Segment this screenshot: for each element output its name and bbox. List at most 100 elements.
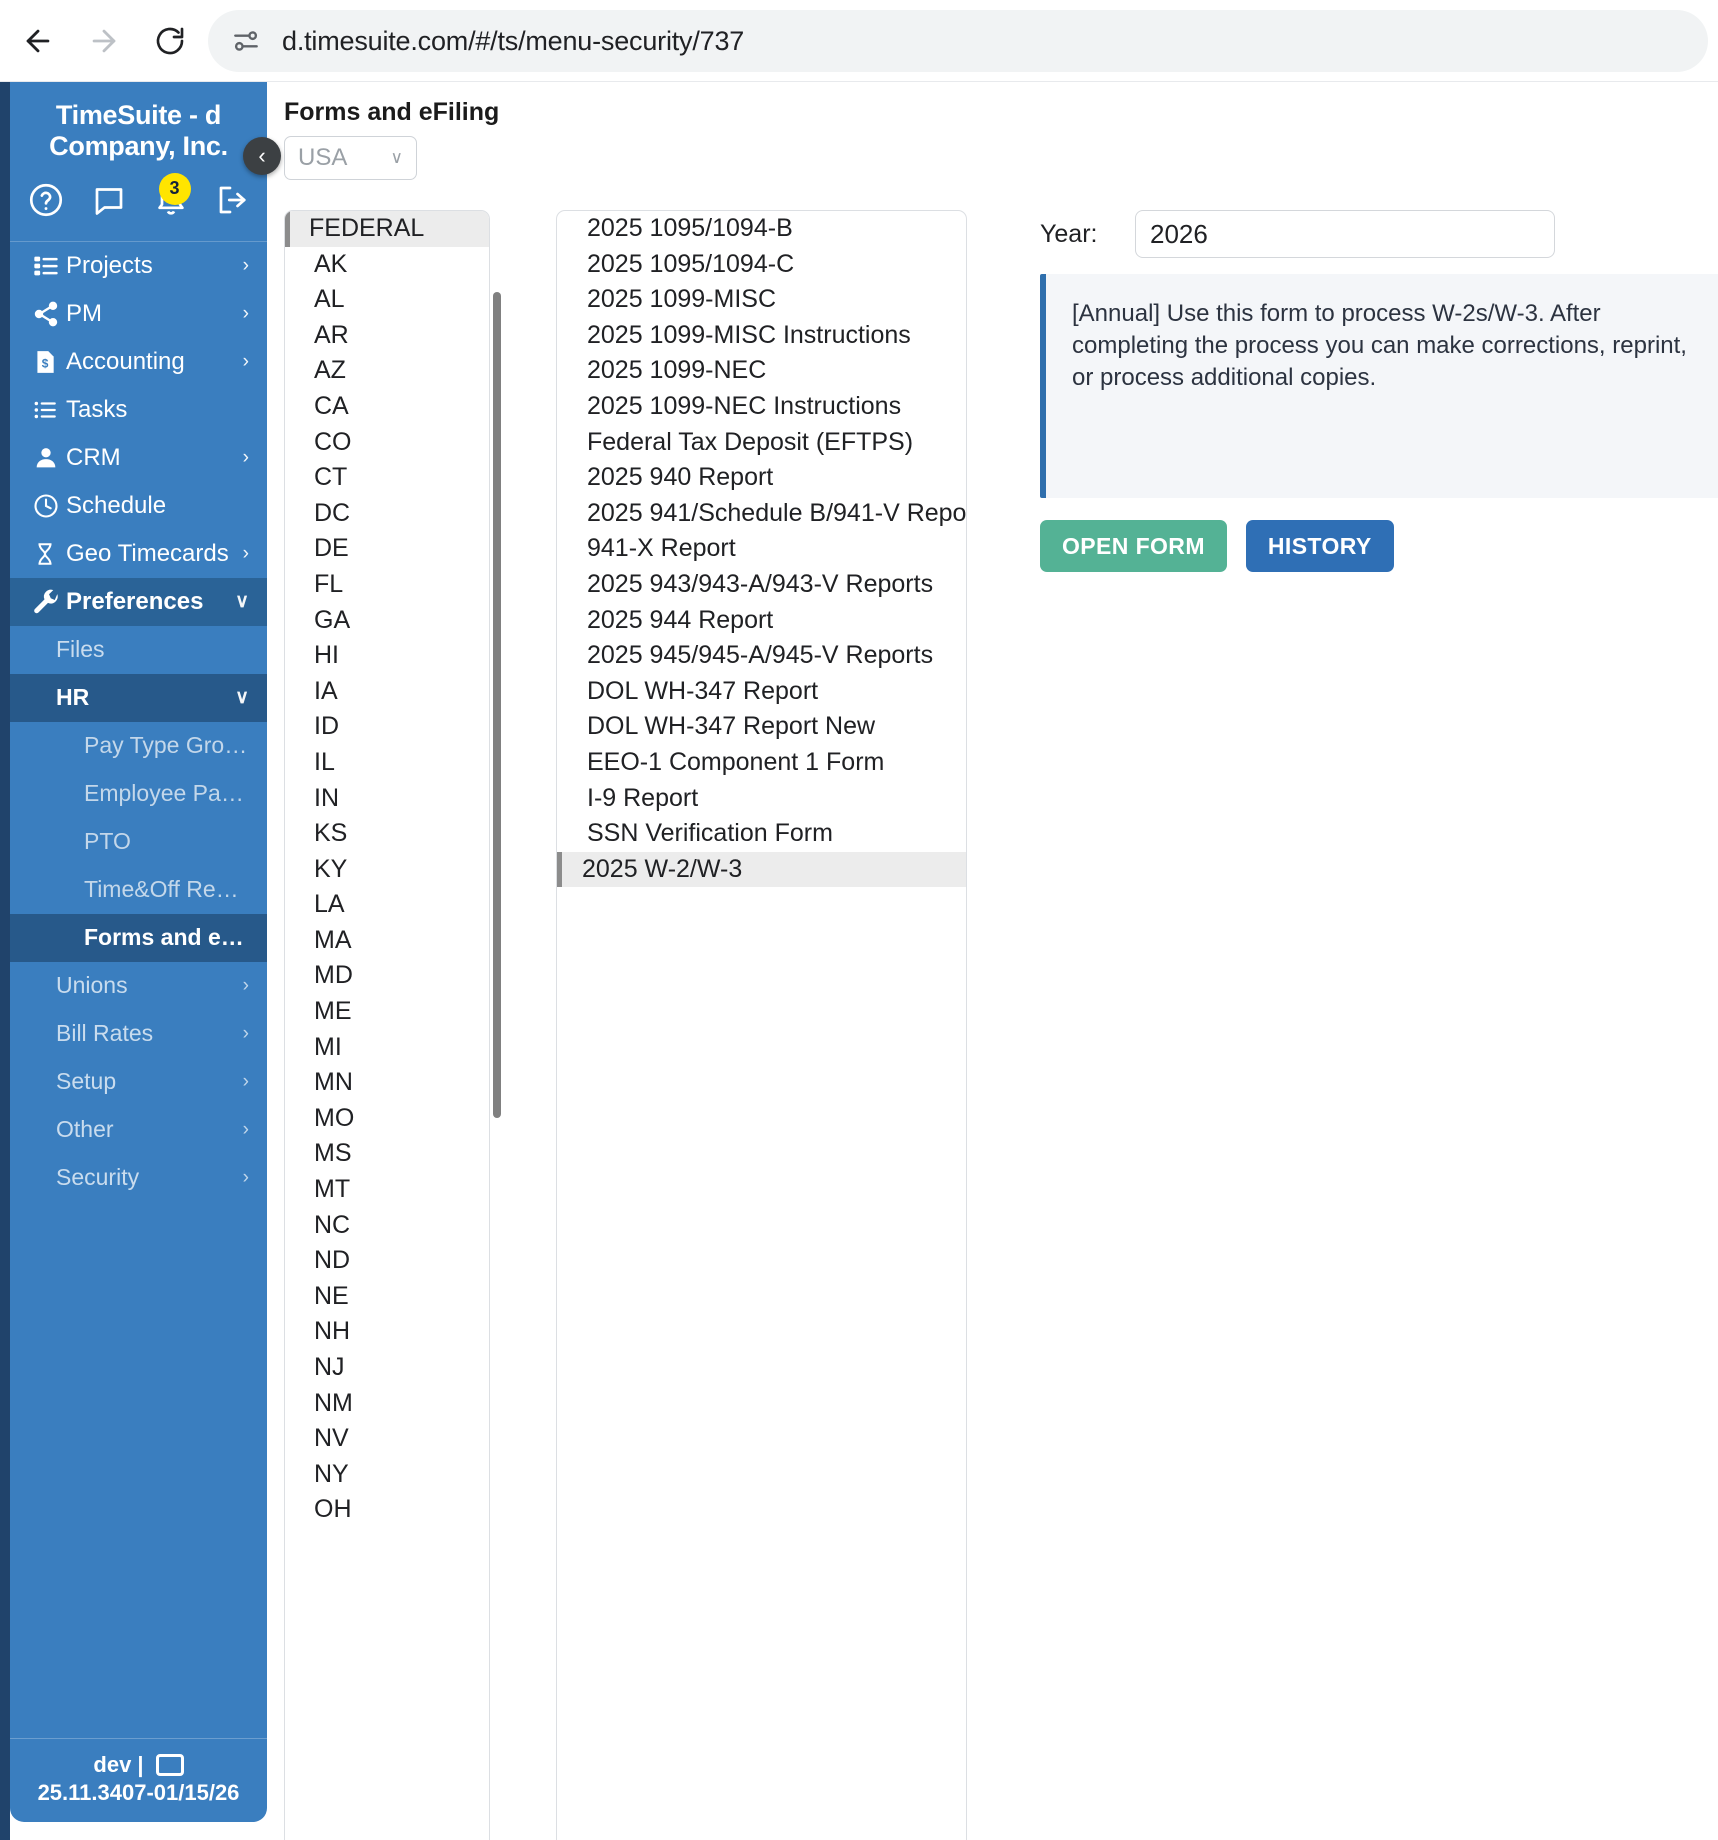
state-list-item[interactable]: DC (314, 498, 351, 527)
form-list-item[interactable]: 2025 1099-MISC Instructions (587, 320, 911, 349)
sidebar-item-preferences[interactable]: Preferences ∨ (10, 577, 267, 626)
state-list-item[interactable]: MA (314, 925, 352, 954)
address-bar[interactable]: d.timesuite.com/#/ts/menu-security/737 (208, 10, 1708, 72)
state-list-item[interactable]: NV (314, 1424, 349, 1453)
year-input[interactable] (1135, 210, 1555, 258)
sidebar-item-pm[interactable]: PM › (10, 290, 267, 338)
state-list-item[interactable]: GA (314, 605, 351, 634)
form-list-item[interactable]: 2025 W-2/W-3 (557, 851, 966, 888)
person-icon (32, 444, 66, 472)
chat-icon[interactable] (91, 182, 127, 218)
sidebar-item-setup[interactable]: Setup › (10, 1058, 267, 1106)
sidebar-item-accounting[interactable]: $ Accounting › (10, 338, 267, 386)
version-label: 25.11.3407-01/15/26 (37, 1780, 240, 1806)
form-list-item[interactable]: DOL WH-347 Report (587, 676, 819, 705)
country-select[interactable]: USA ∨ (284, 136, 417, 180)
state-list-item[interactable]: DE (314, 534, 349, 563)
logout-icon[interactable] (215, 182, 251, 218)
state-list-item[interactable]: FEDERAL (285, 211, 489, 247)
state-list-item[interactable]: OH (314, 1495, 352, 1524)
state-list-item[interactable]: NE (314, 1281, 349, 1310)
state-list-item[interactable]: AZ (314, 356, 346, 385)
form-list-item[interactable]: 2025 1099-NEC Instructions (587, 391, 902, 420)
state-list-item[interactable]: NH (314, 1317, 351, 1346)
browser-back-button[interactable] (10, 13, 66, 69)
state-list-item[interactable]: CT (314, 463, 348, 492)
page-title: Forms and eFiling (284, 98, 500, 126)
sidebar-item-bill-rates[interactable]: Bill Rates › (10, 1010, 267, 1058)
sidebar-item-employee-payr[interactable]: Employee Payr… (10, 770, 267, 818)
form-list-item[interactable]: 2025 1095/1094-B (587, 214, 793, 242)
state-list-item[interactable]: ND (314, 1246, 351, 1275)
sidebar-item-time-off-req[interactable]: Time&Off Req… (10, 866, 267, 914)
form-list-item[interactable]: 2025 941/Schedule B/941-V Report (587, 498, 967, 527)
history-button[interactable]: HISTORY (1245, 520, 1394, 572)
state-list-item[interactable]: MD (314, 961, 353, 990)
sidebar-item-unions[interactable]: Unions › (10, 962, 267, 1010)
state-list-item[interactable]: NY (314, 1459, 349, 1488)
browser-chrome: d.timesuite.com/#/ts/menu-security/737 (0, 0, 1718, 82)
form-list-item[interactable]: 941-X Report (587, 534, 736, 563)
state-list-item[interactable]: IN (314, 783, 339, 812)
help-icon[interactable] (27, 181, 65, 219)
sidebar-item-other[interactable]: Other › (10, 1106, 267, 1154)
states-scrollbar[interactable] (493, 210, 501, 1840)
state-list-item[interactable]: MT (314, 1175, 351, 1204)
sidebar-item-pay-type-grou[interactable]: Pay Type Grou… (10, 722, 267, 770)
sidebar-item-tasks[interactable]: Tasks (10, 386, 267, 434)
state-list-item[interactable]: NC (314, 1210, 351, 1239)
state-list-item[interactable]: MI (314, 1032, 342, 1061)
sidebar-item-forms-and-efil[interactable]: Forms and eFil… (10, 913, 267, 962)
sidebar-collapse-toggle[interactable]: ‹ (243, 137, 281, 175)
state-list-item[interactable]: CO (314, 427, 352, 456)
form-list-item[interactable]: 2025 943/943-A/943-V Reports (587, 569, 934, 598)
site-settings-icon[interactable] (230, 25, 262, 57)
form-list-item[interactable]: 2025 1099-MISC (587, 285, 777, 314)
sidebar-item-files[interactable]: Files (10, 626, 267, 674)
state-list-item[interactable]: AL (314, 285, 345, 314)
form-list-item[interactable]: Federal Tax Deposit (EFTPS) (587, 427, 914, 456)
sidebar-item-geo-timecards[interactable]: Geo Timecards › (10, 530, 267, 578)
state-list-item[interactable]: NJ (314, 1353, 345, 1381)
sidebar-item-schedule[interactable]: Schedule (10, 482, 267, 530)
state-list-item[interactable]: ME (314, 997, 352, 1026)
form-list-item[interactable]: EEO-1 Component 1 Form (587, 747, 885, 776)
chevron-down-icon: ∨ (390, 148, 403, 167)
browser-forward-button[interactable] (76, 13, 132, 69)
state-list-item[interactable]: MN (314, 1068, 353, 1097)
browser-reload-button[interactable] (142, 13, 198, 69)
state-list-item[interactable]: AK (314, 249, 348, 278)
window-icon[interactable] (155, 1754, 184, 1777)
state-list-item[interactable]: IL (314, 747, 335, 776)
chevron-right-icon: › (242, 1118, 249, 1140)
state-list-item[interactable]: NM (314, 1388, 353, 1417)
state-list-item[interactable]: LA (314, 890, 345, 919)
form-list-item[interactable]: 2025 940 Report (587, 463, 774, 492)
state-list-item[interactable]: KS (314, 819, 348, 848)
form-list-item[interactable]: DOL WH-347 Report New (587, 712, 876, 741)
form-list-item[interactable]: 2025 1099-NEC (587, 356, 767, 385)
sidebar-item-crm[interactable]: CRM › (10, 434, 267, 482)
sidebar-item-security[interactable]: Security › (10, 1154, 267, 1202)
notifications-icon[interactable]: 3 (153, 172, 191, 218)
states-scrollbar-thumb[interactable] (493, 292, 501, 1118)
form-list-item[interactable]: SSN Verification Form (587, 819, 833, 848)
form-list-item[interactable]: 2025 945/945-A/945-V Reports (587, 641, 934, 670)
state-list-item[interactable]: ID (314, 712, 339, 741)
state-list-item[interactable]: CA (314, 391, 349, 420)
state-list-item[interactable]: IA (314, 676, 338, 705)
state-list-item[interactable]: KY (314, 854, 348, 883)
open-form-button[interactable]: OPEN FORM (1040, 520, 1227, 572)
form-list-item[interactable]: 2025 944 Report (587, 605, 774, 634)
form-list-item[interactable]: 2025 1095/1094-C (587, 249, 795, 278)
state-list-item[interactable]: AR (314, 320, 349, 349)
sidebar-item-hr[interactable]: HR ∨ (10, 673, 267, 722)
state-list-item[interactable]: FL (314, 569, 344, 598)
state-list-item[interactable]: HI (314, 641, 339, 670)
sidebar-item-pto[interactable]: PTO (10, 818, 267, 866)
chevron-down-icon: ∨ (235, 687, 249, 709)
state-list-item[interactable]: MO (314, 1103, 355, 1132)
form-list-item[interactable]: I-9 Report (587, 783, 699, 812)
sidebar-item-projects[interactable]: Projects › (10, 242, 267, 290)
state-list-item[interactable]: MS (314, 1139, 352, 1168)
